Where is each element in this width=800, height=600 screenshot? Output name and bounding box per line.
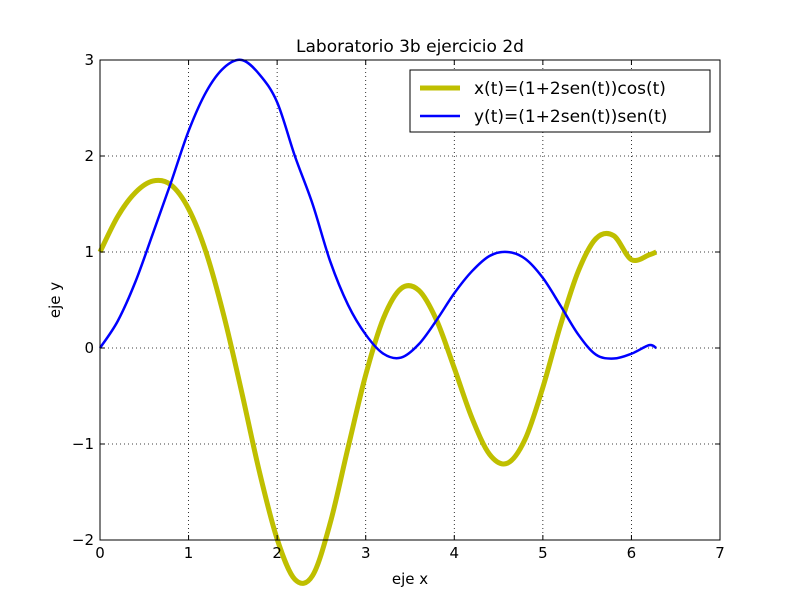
x-tick-label: 3 (361, 544, 371, 562)
x-tick-label: 4 (450, 544, 460, 562)
x-axis-label: eje x (392, 570, 428, 588)
legend: x(t)=(1+2sen(t))cos(t) y(t)=(1+2sen(t))se… (409, 69, 711, 133)
y-tick-label: 1 (84, 243, 94, 261)
legend-label-1: x(t)=(1+2sen(t))cos(t) (474, 79, 666, 99)
y-axis-label: eje y (46, 282, 64, 318)
y-tick-label: 3 (84, 51, 94, 69)
chart-title: Laboratorio 3b ejercicio 2d (296, 37, 524, 57)
x-tick-label: 1 (184, 544, 194, 562)
legend-box (409, 69, 711, 133)
series-line-2 (98, 58, 657, 360)
ticks: 0 1 2 3 4 5 6 7 −2 −1 0 1 2 3 (72, 51, 725, 562)
grid (100, 60, 720, 540)
plot-frame (99, 59, 721, 541)
x-tick-label: 7 (715, 544, 725, 562)
y-tick-label: 0 (84, 339, 94, 357)
y-tick-label: −2 (72, 531, 94, 549)
legend-label-2: y(t)=(1+2sen(t))sen(t) (474, 107, 667, 127)
x-tick-label: 5 (538, 544, 548, 562)
series-line-1 (97, 177, 658, 586)
series-layer (97, 58, 658, 586)
y-tick-label: −1 (72, 435, 94, 453)
x-tick-label: 2 (272, 544, 282, 562)
x-tick-label: 6 (627, 544, 637, 562)
y-tick-label: 2 (84, 147, 94, 165)
x-tick-label: 0 (95, 544, 105, 562)
